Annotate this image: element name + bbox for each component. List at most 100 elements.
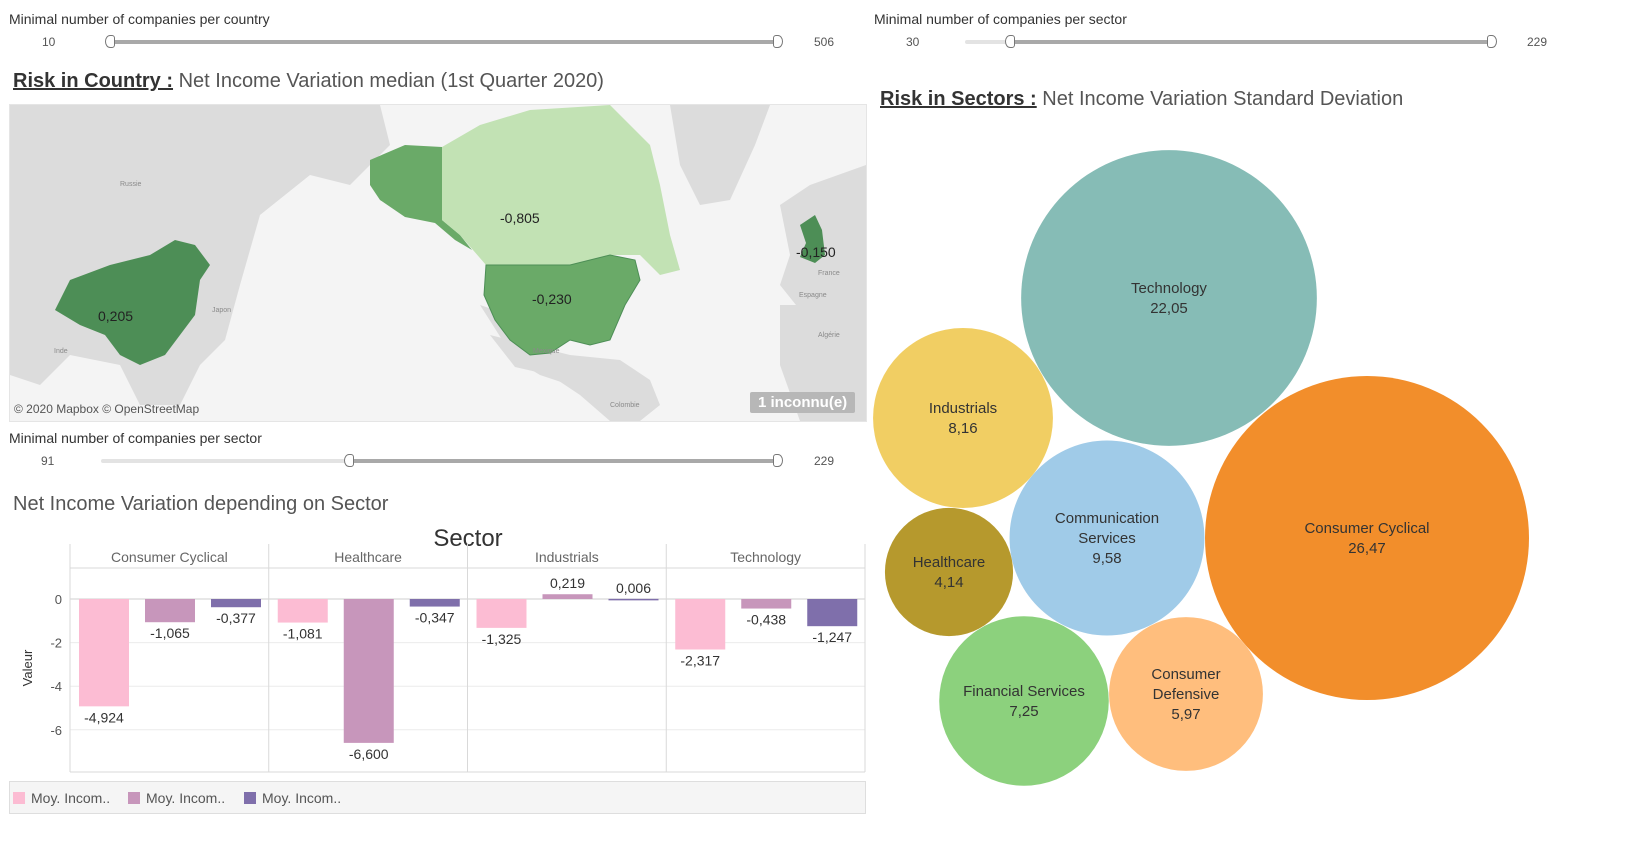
sector-slider-mid-min-handle[interactable]: [344, 454, 354, 467]
bar-value-label: 0,006: [616, 580, 651, 596]
bubble-value-label: 26,47: [1348, 540, 1386, 557]
sector-slider-top-max-handle[interactable]: [1487, 35, 1497, 48]
map-title-prefix: Risk in Country :: [13, 70, 174, 92]
sector-bubble-chart[interactable]: Technology 22,05 Consumer Cyclical 26,47 Ind…: [866, 140, 1630, 800]
map-land-greenland: [670, 105, 770, 205]
bubble-name-label: Industrials: [929, 400, 997, 417]
unknown-badge[interactable]: 1 inconnu(e): [750, 392, 856, 413]
bar-value-label: -4,924: [84, 709, 124, 725]
bar[interactable]: [807, 599, 858, 627]
map-sheet-title: Risk in Country : Net Income Variation m…: [13, 70, 604, 93]
bubble-name-label: Financial Services: [963, 683, 1085, 700]
bar-sheet-title: Net Income Variation depending on Sector: [13, 493, 389, 515]
sector-bubble[interactable]: [1205, 376, 1529, 700]
bar[interactable]: [79, 599, 129, 707]
bar-value-label: -2,317: [680, 653, 720, 669]
y-tick-label: -4: [50, 679, 62, 694]
sector-bubble[interactable]: [1009, 440, 1205, 636]
bar[interactable]: [675, 599, 726, 650]
bar-value-label: -1,081: [283, 626, 323, 642]
bar-value-label: -0,438: [746, 612, 786, 628]
bubble-name-label: Technology: [1131, 280, 1207, 297]
bar-value-label: -1,065: [150, 625, 190, 641]
legend-swatch-3: [244, 792, 256, 804]
bar-value-label: -1,325: [482, 631, 522, 647]
place-france: France: [818, 270, 840, 277]
bubble-value-label: 5,97: [1171, 706, 1200, 723]
bar[interactable]: [343, 599, 394, 743]
category-header: Consumer Cyclical: [111, 549, 228, 565]
legend-label-1: Moy. Incom..: [31, 790, 111, 806]
category-header: Industrials: [535, 549, 599, 565]
bubble-name-label: Consumer Cyclical: [1304, 520, 1429, 537]
bar[interactable]: [211, 599, 261, 608]
place-colombie: Colombie: [610, 402, 640, 409]
country-slider[interactable]: [105, 35, 783, 48]
map-region-usa[interactable]: [483, 254, 641, 356]
country-slider-max-handle[interactable]: [773, 35, 783, 48]
map-title-text: Net Income Variation median (1st Quarter…: [178, 70, 604, 92]
bar[interactable]: [542, 594, 593, 599]
bar[interactable]: [145, 599, 195, 623]
sector-slider-mid-min: 91: [41, 454, 55, 468]
sector-slider-top-max: 229: [1527, 35, 1548, 49]
sector-slider-mid-max: 229: [814, 454, 835, 468]
sectors-title-prefix: Risk in Sectors :: [880, 88, 1037, 110]
category-header: Technology: [730, 549, 801, 565]
sectors-sheet-title: Risk in Sectors : Net Income Variation S…: [880, 88, 1403, 111]
legend-item-2[interactable]: Moy. Incom..: [128, 790, 225, 806]
sector-bubble[interactable]: [1021, 150, 1317, 446]
bar[interactable]: [741, 599, 792, 609]
legend-swatch-1: [13, 792, 25, 804]
bubble-name-label: Services: [1078, 530, 1136, 547]
y-axis-label: Valeur: [20, 649, 35, 686]
sector-bubble[interactable]: [939, 616, 1109, 786]
map-region-uk[interactable]: [800, 215, 825, 263]
bubble-name-label: Healthcare: [913, 554, 986, 571]
place-mexique: Mexique: [533, 348, 560, 355]
country-slider-max: 506: [814, 35, 835, 49]
legend-item-3[interactable]: Moy. Incom..: [244, 790, 341, 806]
bubble-value-label: 22,05: [1150, 300, 1188, 317]
bubble-name-label: Communication: [1055, 510, 1159, 527]
sectors-title-text: Net Income Variation Standard Deviation: [1042, 88, 1404, 110]
sector-slider-mid[interactable]: [101, 454, 783, 467]
map-region-china[interactable]: [55, 240, 210, 365]
bar-value-label: 0,219: [550, 575, 585, 591]
country-slider-min-handle[interactable]: [105, 35, 115, 48]
place-algerie: Algérie: [818, 332, 840, 339]
bubble-value-label: 7,25: [1009, 703, 1038, 720]
sector-slider-mid-max-handle[interactable]: [773, 454, 783, 467]
place-russie: Russie: [120, 181, 142, 188]
y-tick-label: -6: [50, 723, 62, 738]
sector-bubble[interactable]: [884, 507, 1014, 637]
sector-bubble[interactable]: [1109, 617, 1263, 771]
bar[interactable]: [409, 599, 460, 607]
country-map[interactable]: 0,205 -0,805 -0,230 -0,150 Russie Japon …: [9, 104, 867, 422]
china-value: 0,205: [98, 308, 134, 324]
legend-label-2: Moy. Incom..: [146, 790, 226, 806]
map-canvas: [10, 105, 866, 421]
y-tick-label: -2: [50, 636, 62, 651]
country-slider-label: Minimal number of companies per country: [9, 11, 270, 27]
bubble-name-label: Defensive: [1153, 686, 1220, 703]
bar[interactable]: [476, 599, 527, 628]
map-region-canada[interactable]: [442, 105, 680, 275]
sector-slider-top-min-handle[interactable]: [1005, 35, 1015, 48]
sector-slider-top-label: Minimal number of companies per sector: [874, 11, 1127, 27]
legend-item-1[interactable]: Moy. Incom..: [13, 790, 110, 806]
bubble-name-label: Consumer: [1151, 666, 1220, 683]
place-japon: Japon: [212, 307, 232, 314]
canada-value: -0,805: [500, 210, 540, 226]
bar-legend: Moy. Incom.. Moy. Incom.. Moy. Incom..: [9, 781, 866, 814]
map-attribution[interactable]: © 2020 Mapbox © OpenStreetMap: [14, 402, 200, 416]
sector-slider-top[interactable]: [965, 35, 1497, 48]
bar[interactable]: [608, 598, 659, 601]
y-tick-label: 0: [55, 592, 62, 607]
bar-value-label: -6,600: [349, 746, 389, 762]
bubble-value-label: 4,14: [934, 574, 963, 591]
sector-bubble[interactable]: [873, 328, 1053, 508]
bar[interactable]: [277, 599, 328, 623]
place-inde: Inde: [54, 348, 68, 355]
